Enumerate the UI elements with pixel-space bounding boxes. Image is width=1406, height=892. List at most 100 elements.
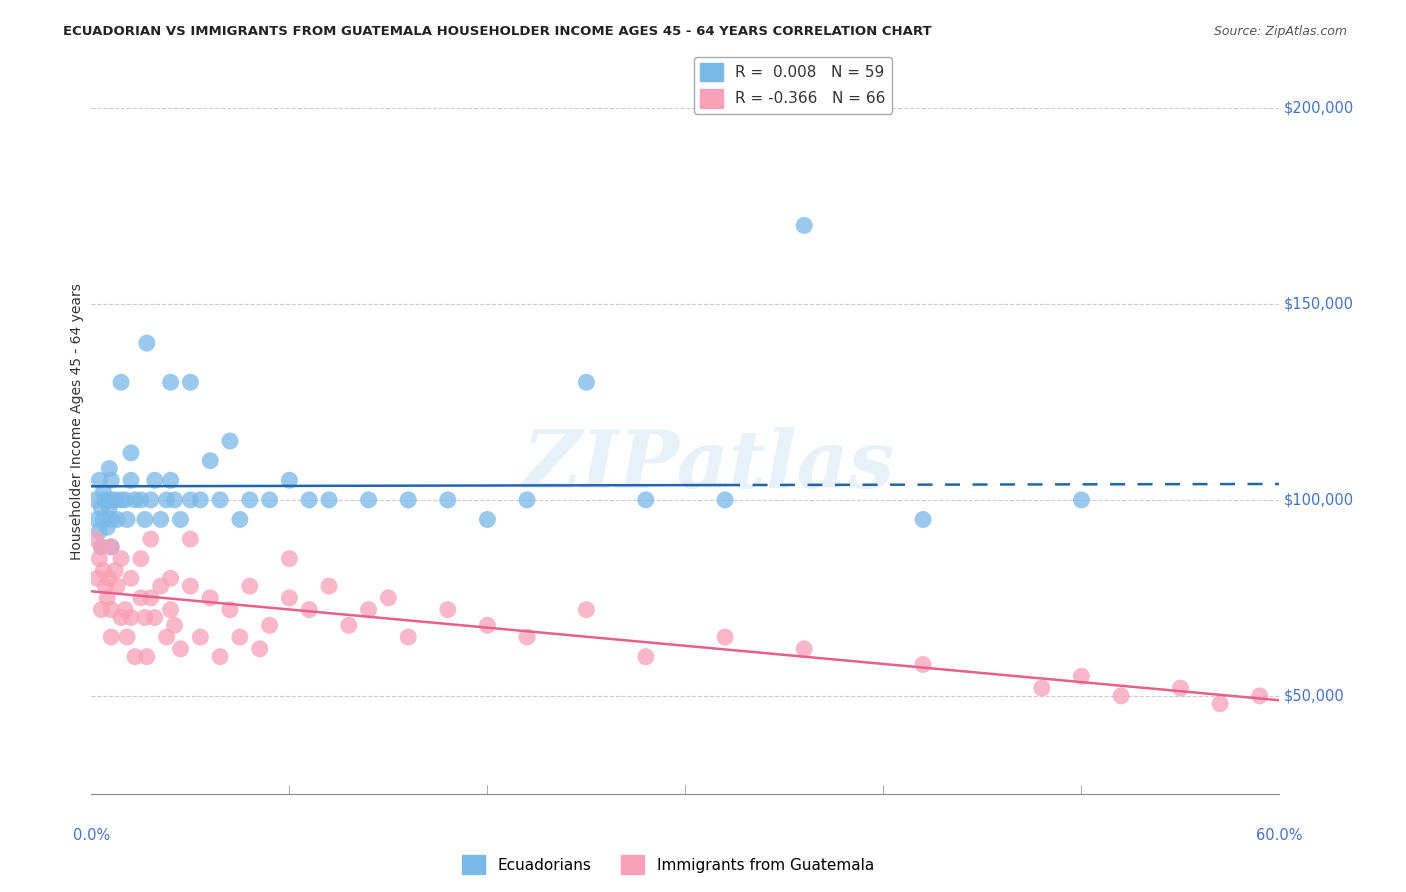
Point — [115, 630, 138, 644]
Point — [135, 649, 157, 664]
Point — [139, 532, 162, 546]
Point — [396, 630, 419, 644]
Point — [120, 473, 142, 487]
Point — [98, 461, 121, 475]
Point — [1031, 681, 1053, 695]
Point — [91, 564, 114, 578]
Point — [90, 602, 112, 616]
Point — [188, 492, 211, 507]
Point — [156, 492, 179, 507]
Point — [115, 512, 138, 526]
Point — [163, 492, 186, 507]
Point — [90, 540, 112, 554]
Point — [143, 473, 166, 487]
Point — [159, 473, 181, 487]
Point — [911, 512, 934, 526]
Point — [100, 540, 122, 554]
Point — [436, 602, 458, 616]
Point — [100, 492, 122, 507]
Point — [98, 571, 121, 585]
Text: $150,000: $150,000 — [1284, 296, 1354, 311]
Point — [139, 492, 162, 507]
Point — [229, 630, 252, 644]
Point — [259, 492, 281, 507]
Point — [219, 434, 242, 448]
Point — [714, 492, 737, 507]
Point — [94, 492, 117, 507]
Point — [90, 540, 112, 554]
Point — [436, 492, 458, 507]
Point — [90, 500, 112, 515]
Point — [318, 492, 340, 507]
Point — [105, 579, 128, 593]
Text: ZIPatlas: ZIPatlas — [523, 427, 896, 505]
Point — [200, 453, 222, 467]
Point — [114, 492, 136, 507]
Point — [163, 618, 186, 632]
Point — [120, 571, 142, 585]
Point — [110, 376, 132, 390]
Text: $50,000: $50,000 — [1284, 689, 1344, 704]
Point — [143, 610, 166, 624]
Point — [377, 591, 399, 605]
Point — [516, 492, 538, 507]
Point — [911, 657, 934, 672]
Point — [1209, 697, 1232, 711]
Point — [98, 500, 121, 515]
Point — [249, 641, 271, 656]
Point — [159, 602, 181, 616]
Point — [129, 551, 152, 566]
Point — [337, 618, 360, 632]
Point — [477, 512, 499, 526]
Point — [89, 473, 111, 487]
Point — [1070, 492, 1092, 507]
Point — [278, 551, 301, 566]
Point — [298, 492, 321, 507]
Text: ECUADORIAN VS IMMIGRANTS FROM GUATEMALA HOUSEHOLDER INCOME AGES 45 - 64 YEARS CO: ECUADORIAN VS IMMIGRANTS FROM GUATEMALA … — [63, 25, 932, 38]
Legend: Ecuadorians, Immigrants from Guatemala: Ecuadorians, Immigrants from Guatemala — [456, 849, 880, 880]
Point — [114, 602, 136, 616]
Point — [318, 579, 340, 593]
Point — [105, 512, 128, 526]
Point — [100, 602, 122, 616]
Point — [516, 630, 538, 644]
Point — [89, 524, 111, 539]
Point — [104, 492, 127, 507]
Point — [793, 641, 815, 656]
Point — [91, 512, 114, 526]
Point — [239, 579, 262, 593]
Point — [209, 492, 232, 507]
Point — [110, 492, 132, 507]
Point — [139, 591, 162, 605]
Point — [100, 473, 122, 487]
Point — [149, 512, 172, 526]
Text: $200,000: $200,000 — [1284, 101, 1354, 115]
Point — [94, 579, 117, 593]
Point — [357, 492, 380, 507]
Point — [96, 591, 118, 605]
Point — [209, 649, 232, 664]
Point — [188, 630, 211, 644]
Point — [169, 641, 191, 656]
Point — [278, 473, 301, 487]
Point — [1109, 689, 1132, 703]
Point — [84, 532, 107, 546]
Point — [575, 376, 598, 390]
Point — [179, 532, 201, 546]
Point — [124, 649, 146, 664]
Point — [134, 512, 156, 526]
Point — [1170, 681, 1192, 695]
Point — [104, 564, 127, 578]
Point — [239, 492, 262, 507]
Point — [124, 492, 146, 507]
Point — [259, 618, 281, 632]
Point — [110, 551, 132, 566]
Point — [86, 571, 108, 585]
Point — [200, 591, 222, 605]
Point — [179, 376, 201, 390]
Text: Source: ZipAtlas.com: Source: ZipAtlas.com — [1213, 25, 1347, 38]
Point — [169, 512, 191, 526]
Text: 60.0%: 60.0% — [1256, 828, 1303, 843]
Text: $100,000: $100,000 — [1284, 492, 1354, 508]
Point — [1070, 669, 1092, 683]
